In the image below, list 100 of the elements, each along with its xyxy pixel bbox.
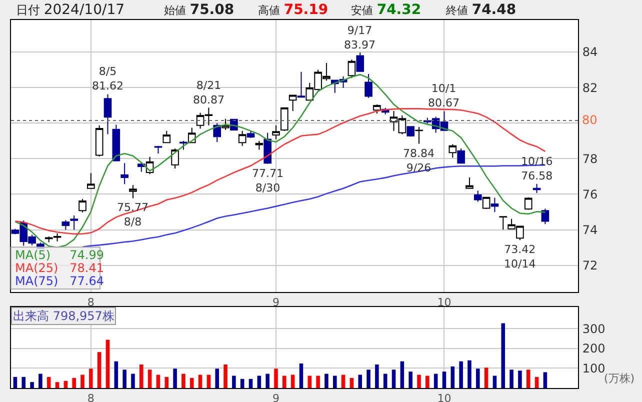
chart-title: 出来高 798,957株 [13, 309, 114, 323]
bar [350, 378, 354, 388]
candlestick [373, 104, 381, 114]
bar [106, 340, 110, 388]
candlestick [112, 124, 120, 162]
y-tick-label: 74 [582, 222, 598, 237]
text: 終値 74.48 [445, 2, 516, 18]
bar [450, 366, 455, 388]
candlestick [171, 148, 179, 169]
candlestick [297, 71, 306, 98]
candlestick [457, 148, 465, 164]
x-tick-label: 9 [272, 392, 280, 402]
bar [257, 376, 262, 388]
candlestick [364, 74, 372, 98]
candlestick [448, 144, 457, 158]
bar [13, 376, 18, 388]
candlestick [532, 183, 541, 194]
candlestick [154, 145, 162, 154]
bar [266, 374, 270, 388]
candlestick [70, 215, 78, 230]
bar [282, 376, 286, 388]
bar [375, 364, 379, 388]
candlestick [255, 140, 264, 150]
candlestick [213, 122, 222, 142]
candlestick [466, 177, 474, 189]
bar [408, 372, 412, 388]
candlestick [62, 220, 70, 230]
bar [248, 378, 253, 388]
candlestick [474, 190, 482, 202]
bar [72, 378, 76, 388]
y-tick-label: 82 [582, 80, 598, 95]
y-axis-title: (万株) [604, 372, 635, 385]
bar [55, 382, 60, 388]
bar [46, 376, 51, 388]
bar [484, 368, 488, 388]
x-tick-label: 8 [87, 392, 94, 402]
bar [156, 374, 160, 388]
bar [434, 374, 438, 388]
text: 始値 75.08 [164, 2, 234, 18]
annotation: 10/16 76.58 [521, 155, 553, 182]
bar [308, 376, 312, 388]
x-tick-label: 8 [87, 296, 94, 310]
bar [543, 372, 548, 388]
candlestick [415, 126, 423, 144]
bar [316, 376, 320, 388]
bar [148, 370, 152, 388]
bar [198, 374, 202, 388]
candlestick [272, 124, 280, 140]
annotation: 9/17 83.97 [344, 24, 376, 52]
text: 高値 75.19 [258, 2, 328, 18]
bar [501, 323, 506, 388]
bar [358, 374, 362, 388]
bar [89, 368, 93, 388]
candlestick [288, 94, 297, 112]
bar [274, 368, 278, 388]
bar [510, 370, 514, 388]
bar [173, 368, 177, 388]
text: 日付 2024/10/17 [16, 2, 125, 18]
bar [518, 370, 522, 388]
bar [240, 378, 244, 388]
bar [190, 378, 194, 388]
candlestick [490, 197, 499, 213]
candlestick [541, 208, 550, 225]
bar [332, 376, 337, 388]
candlestick [78, 198, 86, 213]
bar [426, 376, 430, 388]
bar [30, 382, 34, 388]
y-tick-label: 200 [582, 342, 606, 356]
bar [131, 374, 135, 388]
candlestick [406, 126, 414, 138]
annotation: 77.71 8/30 [252, 167, 284, 194]
bar [38, 374, 42, 388]
bar [468, 360, 472, 388]
bar [206, 374, 211, 388]
annotation: 73.42 10/14 [504, 243, 536, 270]
y-tick-label: 84 [582, 45, 598, 60]
bar [392, 370, 396, 388]
bar [290, 374, 295, 388]
candlestick [280, 107, 288, 132]
candlestick [348, 59, 356, 78]
candlestick [162, 130, 171, 144]
bar [476, 368, 480, 388]
candlestick [246, 130, 255, 139]
annotation: 78.84 9/26 [403, 147, 434, 174]
text: MA(25) 78.41 [15, 261, 104, 275]
y-tick-label: 100 [582, 361, 606, 376]
candlestick [95, 124, 104, 158]
text: MA(75) 77.64 [15, 274, 104, 288]
bar [80, 374, 84, 388]
candlestick [499, 216, 508, 230]
bar [442, 372, 446, 388]
bar [164, 376, 169, 388]
text: 安値 74.32 [351, 2, 422, 18]
series-label: MA(5) 74.99 [15, 248, 104, 262]
y-tick-label: 72 [582, 258, 598, 273]
candlestick [356, 52, 364, 72]
bar [64, 380, 68, 388]
bar [22, 376, 26, 388]
bar [299, 364, 304, 388]
annotation: 10/1 80.67 [428, 82, 460, 110]
